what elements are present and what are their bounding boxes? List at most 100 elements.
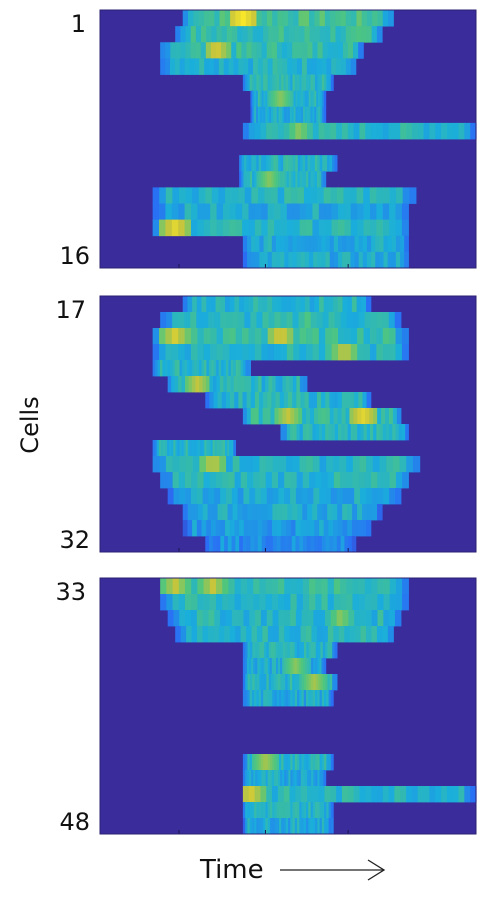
- heatmap-cell: [250, 312, 258, 329]
- heatmap-cell: [311, 58, 318, 75]
- heatmap-cell: [269, 536, 274, 553]
- heatmap-cell: [231, 488, 239, 505]
- heatmap-cell: [358, 392, 364, 409]
- heatmap-cell: [229, 328, 237, 345]
- heatmap-cell: [319, 155, 323, 172]
- heatmap-cell: [266, 642, 270, 659]
- heatmap-cell: [330, 754, 334, 771]
- heatmap-cell: [382, 187, 391, 204]
- heatmap-cell: [301, 74, 305, 92]
- heatmap-cell: [284, 578, 292, 595]
- heatmap-cell: [306, 219, 314, 237]
- heatmap-cell: [320, 674, 324, 691]
- heatmap-cell: [152, 440, 156, 457]
- heatmap-cell: [382, 203, 390, 221]
- heatmap-cell: [310, 802, 314, 819]
- heatmap-cell: [295, 296, 301, 313]
- heatmap-cell: [376, 424, 381, 441]
- heatmap-cell: [301, 122, 308, 140]
- heatmap-cell: [303, 74, 307, 92]
- heatmap-cell: [388, 312, 396, 329]
- heatmap-cell: [350, 251, 356, 269]
- heatmap-cell: [321, 251, 327, 269]
- heatmap-cell: [315, 424, 320, 441]
- heatmap-cell: [282, 504, 288, 521]
- heatmap-cell: [265, 594, 273, 611]
- heatmap-cell: [274, 408, 280, 425]
- heatmap-cell: [307, 610, 314, 627]
- heatmap-cell: [206, 440, 210, 457]
- heatmap-cell: [326, 818, 330, 835]
- heatmap-cell: [251, 251, 256, 269]
- heatmap-cell: [429, 122, 436, 140]
- heatmap-cell: [274, 690, 278, 707]
- heatmap-cell: [247, 360, 251, 377]
- heatmap-cell: [246, 536, 251, 553]
- heatmap-cell: [327, 42, 334, 59]
- heatmap-cell: [300, 770, 304, 787]
- heatmap-cell: [345, 26, 352, 43]
- heatmap-cell: [273, 642, 277, 659]
- heatmap-cell: [242, 786, 250, 803]
- heatmap-cell: [212, 440, 216, 457]
- heatmap-cell: [310, 106, 314, 124]
- heatmap-cell: [297, 42, 303, 59]
- heatmap-cell: [301, 106, 304, 124]
- heatmap-cell: [254, 106, 257, 124]
- heatmap-cell: [296, 392, 302, 409]
- heatmap-cell: [382, 344, 390, 361]
- heatmap-cell: [435, 786, 442, 803]
- heatmap-cell: [280, 642, 284, 659]
- heatmap-cell: [322, 312, 330, 329]
- heatmap-cell: [242, 504, 249, 521]
- heatmap-cell: [387, 235, 393, 253]
- heatmap-cell: [319, 610, 326, 627]
- heatmap-cell: [301, 58, 308, 75]
- heatmap-cell: [191, 472, 198, 489]
- heatmap-cell: [315, 658, 318, 675]
- heatmap-cell: [190, 42, 197, 59]
- heatmap-cell: [271, 106, 274, 124]
- heatmap-cell: [256, 90, 259, 108]
- heatmap-cell: [354, 251, 360, 269]
- heatmap-cell: [172, 472, 180, 489]
- heatmap-cell: [285, 818, 289, 835]
- heatmap-cell: [326, 58, 332, 75]
- heatmap-cell: [294, 26, 300, 43]
- heatmap-cell: [325, 392, 330, 409]
- heatmap-cell: [221, 42, 227, 59]
- heatmap-cell: [295, 488, 303, 505]
- heatmap-cell: [267, 235, 273, 253]
- heatmap-cell: [404, 251, 409, 269]
- heatmap-cell: [275, 155, 279, 172]
- heatmap-cell: [240, 10, 247, 27]
- heatmap-cell: [205, 376, 211, 393]
- panel-border: [99, 9, 477, 269]
- heatmap-cell: [226, 456, 234, 473]
- heatmap-cell: [306, 658, 310, 675]
- heatmap-cell: [356, 26, 362, 43]
- heatmap-cell: [340, 26, 347, 43]
- heatmap-cell: [272, 122, 279, 140]
- heatmap-cell: [210, 520, 217, 537]
- heatmap-cell: [233, 440, 236, 457]
- heatmap-cell: [257, 536, 263, 553]
- heatmap-cell: [178, 472, 186, 489]
- heatmap-cell: [293, 219, 301, 237]
- heatmap-cell: [292, 754, 296, 771]
- heatmap-cell: [232, 504, 239, 521]
- heatmap-cell: [304, 90, 308, 108]
- heatmap-cell: [249, 754, 253, 771]
- heatmap-cell: [289, 674, 293, 691]
- heatmap-cell: [358, 235, 364, 253]
- heatmap-cell: [278, 674, 282, 691]
- heatmap-cell: [306, 344, 314, 361]
- heatmap-cell: [252, 90, 255, 108]
- heatmap-cell: [383, 610, 390, 627]
- heatmap-cell: [297, 504, 303, 521]
- heatmap-cell: [169, 360, 173, 377]
- heatmap-cell: [280, 171, 283, 188]
- heatmap-cell: [249, 488, 256, 505]
- heatmap-cell: [209, 376, 214, 393]
- heatmap-cell: [265, 658, 269, 675]
